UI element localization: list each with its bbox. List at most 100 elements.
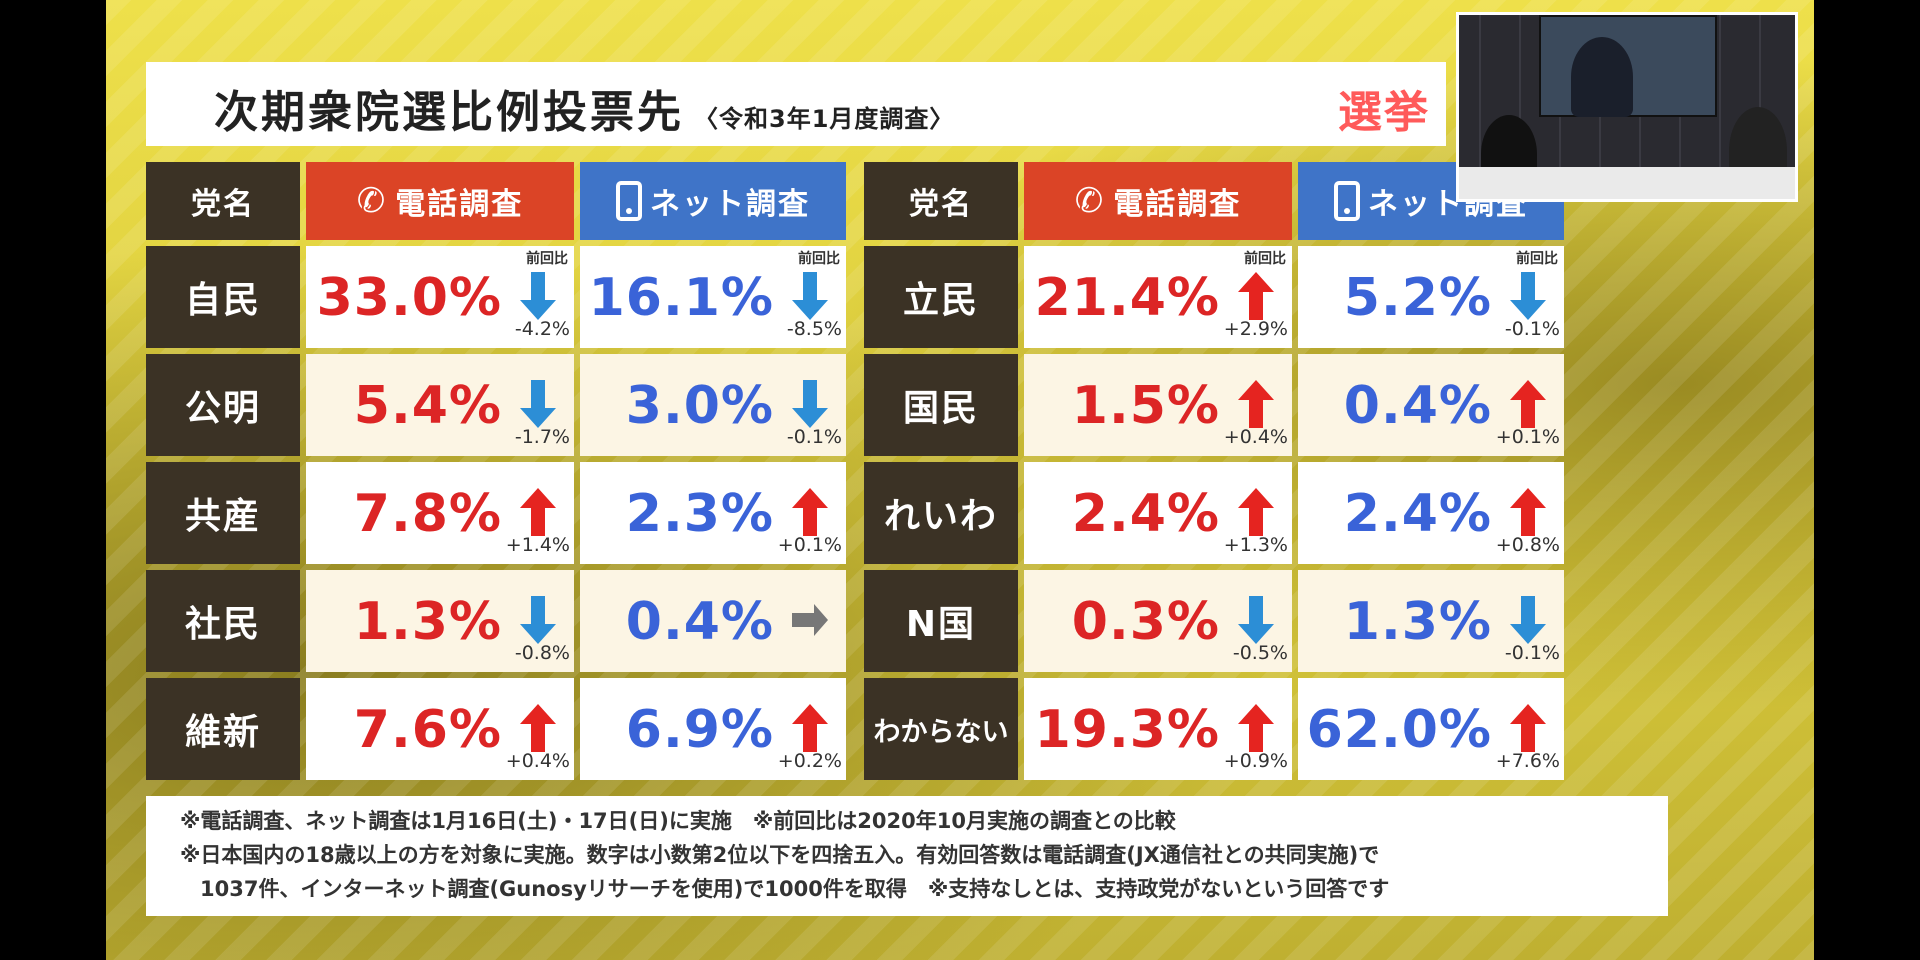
brand-logo-text: 選挙 bbox=[1338, 87, 1430, 138]
footnote-line-3: 1037件、インターネット調査(Gunosyリサーチを使用)で1000件を取得 … bbox=[200, 877, 1390, 901]
net-survey-header: ネット調査 bbox=[580, 162, 846, 240]
party-name: 共産 bbox=[146, 462, 300, 564]
net-change: +0.1% bbox=[777, 534, 842, 556]
down-arrow-icon bbox=[792, 380, 828, 428]
net-change: +0.2% bbox=[777, 750, 842, 772]
net-value-cell: 1.3% -0.1% bbox=[1298, 570, 1564, 672]
previous-comparison-label: 前回比 bbox=[1516, 251, 1558, 267]
net-change: -0.1% bbox=[786, 426, 842, 448]
down-arrow-icon bbox=[792, 272, 828, 320]
up-arrow-icon bbox=[1238, 488, 1274, 536]
phone-change: -0.5% bbox=[1232, 642, 1288, 664]
phone-change: -1.7% bbox=[514, 426, 570, 448]
phone-change: +2.9% bbox=[1223, 318, 1288, 340]
title-bar: 次期衆院選比例投票先 〈令和3年1月度調査〉 選挙 bbox=[146, 62, 1446, 146]
phone-value-cell: 1.3% -0.8% bbox=[306, 570, 574, 672]
party-header: 党名 bbox=[864, 162, 1018, 240]
phone-percentage: 19.3% bbox=[1034, 700, 1220, 760]
table-row: わからない 19.3% +0.9% 62.0% +7.6% bbox=[864, 678, 1564, 780]
table-row: れいわ 2.4% +1.3% 2.4% +0.8% bbox=[864, 462, 1564, 564]
table-row: 国民 1.5% +0.4% 0.4% +0.1% bbox=[864, 354, 1564, 456]
net-change: +7.6% bbox=[1495, 750, 1560, 772]
up-arrow-icon bbox=[1510, 380, 1546, 428]
phone-survey-header: ✆ 電話調査 bbox=[306, 162, 574, 240]
phone-icon: ✆ bbox=[1074, 181, 1106, 221]
phone-percentage: 7.8% bbox=[353, 484, 502, 544]
footnote-line-2: ※日本国内の18歳以上の方を対象に実施。数字は小数第2位以下を四捨五入。有効回答… bbox=[180, 843, 1380, 867]
net-change: -0.1% bbox=[1504, 642, 1560, 664]
net-survey-header-label: ネット調査 bbox=[650, 187, 810, 222]
smartphone-icon bbox=[616, 181, 642, 221]
phone-value-cell: 2.4% +1.3% bbox=[1024, 462, 1292, 564]
net-value-cell: 0.4% +0.1% bbox=[1298, 354, 1564, 456]
remote-guest bbox=[1571, 37, 1633, 117]
up-arrow-icon bbox=[520, 704, 556, 752]
net-change: +0.8% bbox=[1495, 534, 1560, 556]
page-subtitle: 〈令和3年1月度調査〉 bbox=[694, 105, 955, 133]
previous-comparison-label: 前回比 bbox=[798, 251, 840, 267]
table-row: 維新 7.6% +0.4% 6.9% +0.2% bbox=[146, 678, 846, 780]
footnotes: ※電話調査、ネット調査は1月16日(土)・17日(日)に実施 ※前回比は2020… bbox=[146, 796, 1668, 916]
party-name: 自民 bbox=[146, 246, 300, 348]
net-percentage: 2.3% bbox=[625, 484, 774, 544]
net-change: -8.5% bbox=[786, 318, 842, 340]
studio-desk bbox=[1459, 167, 1795, 199]
up-arrow-icon bbox=[1238, 272, 1274, 320]
up-arrow-icon bbox=[520, 488, 556, 536]
down-arrow-icon bbox=[1238, 596, 1274, 644]
phone-value-cell: 前回比 33.0% -4.2% bbox=[306, 246, 574, 348]
up-arrow-icon bbox=[792, 704, 828, 752]
phone-survey-header: ✆ 電話調査 bbox=[1024, 162, 1292, 240]
net-percentage: 1.3% bbox=[1343, 592, 1492, 652]
phone-change: +0.9% bbox=[1223, 750, 1288, 772]
down-arrow-icon bbox=[1510, 596, 1546, 644]
down-arrow-icon bbox=[520, 272, 556, 320]
net-change: +0.1% bbox=[1495, 426, 1560, 448]
phone-survey-header-label: 電話調査 bbox=[1113, 187, 1242, 222]
up-arrow-icon bbox=[1238, 704, 1274, 752]
party-name: 社民 bbox=[146, 570, 300, 672]
net-percentage: 0.4% bbox=[1343, 376, 1492, 436]
phone-percentage: 1.5% bbox=[1071, 376, 1220, 436]
party-header: 党名 bbox=[146, 162, 300, 240]
net-value-cell: 6.9% +0.2% bbox=[580, 678, 846, 780]
previous-comparison-label: 前回比 bbox=[526, 251, 568, 267]
phone-value-cell: 0.3% -0.5% bbox=[1024, 570, 1292, 672]
net-percentage: 2.4% bbox=[1343, 484, 1492, 544]
smartphone-icon bbox=[1334, 181, 1360, 221]
net-value-cell: 0.4% bbox=[580, 570, 846, 672]
phone-percentage: 0.3% bbox=[1071, 592, 1220, 652]
phone-percentage: 33.0% bbox=[316, 268, 502, 328]
net-value-cell: 前回比 5.2% -0.1% bbox=[1298, 246, 1564, 348]
down-arrow-icon bbox=[1510, 272, 1546, 320]
phone-change: -4.2% bbox=[514, 318, 570, 340]
table-row: 公明 5.4% -1.7% 3.0% -0.1% bbox=[146, 354, 846, 456]
table-row: 共産 7.8% +1.4% 2.3% +0.1% bbox=[146, 462, 846, 564]
party-name: 立民 bbox=[864, 246, 1018, 348]
net-percentage: 62.0% bbox=[1306, 700, 1492, 760]
net-value-cell: 3.0% -0.1% bbox=[580, 354, 846, 456]
phone-change: +0.4% bbox=[505, 750, 570, 772]
phone-change: +1.4% bbox=[505, 534, 570, 556]
party-name: 国民 bbox=[864, 354, 1018, 456]
phone-change: +1.3% bbox=[1223, 534, 1288, 556]
right-arrow-icon bbox=[792, 604, 828, 636]
net-percentage: 16.1% bbox=[588, 268, 774, 328]
net-change: -0.1% bbox=[1504, 318, 1560, 340]
up-arrow-icon bbox=[792, 488, 828, 536]
phone-value-cell: 前回比 21.4% +2.9% bbox=[1024, 246, 1292, 348]
up-arrow-icon bbox=[1238, 380, 1274, 428]
net-percentage: 0.4% bbox=[625, 592, 774, 652]
phone-icon: ✆ bbox=[356, 181, 388, 221]
party-name: れいわ bbox=[864, 462, 1018, 564]
party-name: 維新 bbox=[146, 678, 300, 780]
page-title: 次期衆院選比例投票先 〈令和3年1月度調査〉 bbox=[214, 87, 955, 138]
down-arrow-icon bbox=[520, 596, 556, 644]
net-percentage: 5.2% bbox=[1343, 268, 1492, 328]
phone-percentage: 2.4% bbox=[1071, 484, 1220, 544]
phone-percentage: 5.4% bbox=[353, 376, 502, 436]
phone-survey-header-label: 電話調査 bbox=[395, 187, 524, 222]
phone-value-cell: 19.3% +0.9% bbox=[1024, 678, 1292, 780]
down-arrow-icon bbox=[520, 380, 556, 428]
party-name: N国 bbox=[864, 570, 1018, 672]
